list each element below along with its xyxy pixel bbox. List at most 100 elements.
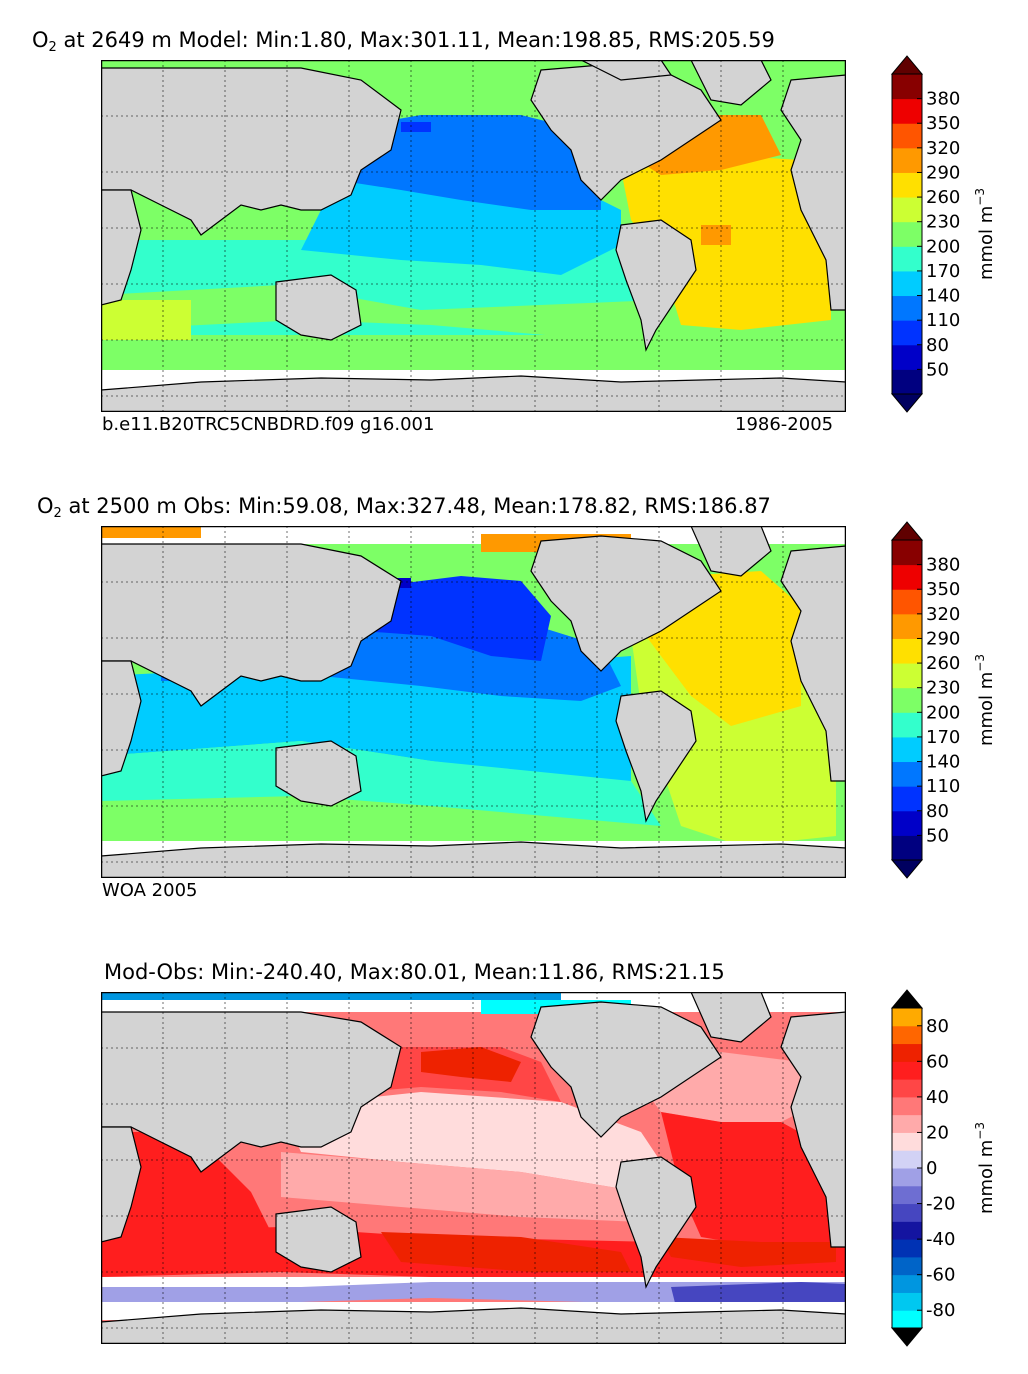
colorbar-tick-label: 140	[926, 752, 960, 773]
central-pacific-pale	[281, 1092, 661, 1192]
panel-2-title: O2 at 2500 m Obs: Min:59.08, Max:327.48,…	[37, 494, 771, 521]
colorbar-tick-label: 380	[926, 555, 960, 576]
colorbar-tick-label: 290	[926, 162, 960, 183]
colorbar-segment	[892, 638, 922, 664]
colorbar-segment	[892, 1096, 922, 1116]
colorbar-under-extension	[890, 859, 924, 879]
map-grid	[101, 526, 846, 878]
colorbar-tick-label: 110	[926, 776, 960, 797]
eurasia-land	[101, 67, 402, 236]
antarctica-land	[101, 375, 846, 412]
colorbar-segment	[892, 1292, 922, 1311]
colorbar-segment	[892, 1221, 922, 1240]
africa-east-land	[101, 189, 142, 306]
colorbar-over-extension	[890, 989, 924, 1009]
panel-3-title: Mod-Obs: Min:-240.40, Max:80.01, Mean:11…	[104, 960, 725, 984]
southern-orange-band	[381, 1232, 631, 1272]
land	[101, 992, 846, 1344]
title-subscript: 2	[53, 506, 62, 521]
colorbar-segment	[892, 564, 922, 590]
colorbar-segment	[892, 589, 922, 615]
australia-land	[275, 740, 362, 807]
colorbar-segment	[892, 344, 922, 370]
pacific-pink	[281, 1152, 641, 1222]
colorbar-segment	[892, 123, 922, 149]
colorbar-tick-label: 320	[926, 604, 960, 625]
south-america-land	[615, 219, 697, 352]
colorbar-over-extension	[890, 521, 924, 541]
map-frame	[101, 526, 846, 878]
colorbar-tick-label: 80	[926, 335, 949, 356]
colorbar-segment	[892, 270, 922, 297]
colorbar-tick-label: 50	[926, 825, 949, 846]
map-frame	[101, 60, 846, 412]
colorbar-segment	[892, 687, 922, 713]
map-grid	[101, 60, 846, 412]
arctic-band	[101, 60, 846, 68]
obs-o2-map	[101, 526, 846, 878]
colorbar-segment	[892, 1079, 922, 1098]
greenland-land	[690, 526, 772, 577]
colorbar-over-extension	[890, 55, 924, 75]
atlantic-orange-patch	[701, 225, 731, 245]
southern-ocean-band	[101, 330, 846, 375]
colorbar-frame	[891, 539, 923, 861]
colorbar-segment	[892, 221, 922, 247]
greenland-land	[690, 992, 772, 1043]
colorbar-segment	[892, 1168, 922, 1187]
model-o2-colorbar: 50 80 110 140 170 200 230 260 290 320 350 380 mmol m…	[890, 55, 997, 413]
south-atlantic-orange	[661, 1237, 836, 1267]
colorbar-tick-label: 200	[926, 236, 960, 257]
south-indian-band	[101, 300, 191, 340]
eurasia-land	[101, 1011, 402, 1173]
colorbar-segment	[892, 761, 922, 787]
title-text: at 2500 m Obs: Min:59.08, Max:327.48, Me…	[61, 494, 771, 518]
colorbar-segment	[892, 1008, 922, 1027]
title-species: O	[32, 28, 49, 52]
map-grid	[101, 992, 846, 1344]
colorbar-segment	[892, 98, 922, 124]
north-pacific-deep-blue	[401, 122, 431, 132]
title-text: Mod-Obs: Min:-240.40, Max:80.01, Mean:11…	[104, 960, 725, 984]
colorbar-under-extension	[890, 1327, 924, 1347]
colorbar-tick-label: 140	[926, 286, 960, 307]
colorbar-segment	[892, 613, 922, 639]
colorbar-under-extension	[890, 393, 924, 413]
colorbar-tick-label: 110	[926, 310, 960, 331]
colorbar-tick-label: 200	[926, 702, 960, 723]
north-america-land	[530, 535, 722, 672]
colorbar-tick-label: 60	[926, 1051, 949, 1072]
colorbar-segment	[892, 172, 922, 198]
antarctica-land	[101, 841, 846, 878]
map-frame	[101, 992, 846, 1344]
arctic-white	[101, 526, 846, 544]
europe-africa-land	[780, 74, 846, 311]
south-pacific-band	[101, 285, 661, 345]
atlantic-red	[661, 1112, 836, 1247]
panel-2-footer-left: WOA 2005	[102, 880, 198, 901]
antarctica-land	[101, 1307, 846, 1344]
eurasia-land	[101, 543, 402, 707]
colorbar-tick-label: -60	[926, 1265, 955, 1286]
europe-africa-land	[780, 545, 846, 782]
south-america-land	[615, 1156, 697, 1289]
colorbar-tick-label: 20	[926, 1122, 949, 1143]
colorbar-tick-label: -40	[926, 1229, 955, 1250]
colorbar-segment	[892, 1150, 922, 1169]
land	[101, 526, 846, 878]
greenland-land	[690, 60, 772, 106]
colorbar-tick-label: 260	[926, 187, 960, 208]
colorbar-segment	[892, 1203, 922, 1222]
colorbar-segment	[892, 147, 922, 173]
arctic-islands-land	[580, 60, 673, 81]
colorbar-segment	[892, 320, 922, 346]
colorbar-tick-label: 170	[926, 261, 960, 282]
colorbar-segment	[892, 1185, 922, 1205]
colorbar-segment	[892, 1061, 922, 1080]
colorbar-segment	[892, 1274, 922, 1293]
colorbar-tick-label: -80	[926, 1300, 955, 1321]
indian-ocean-red	[101, 1132, 271, 1252]
colorbar-segment	[892, 712, 922, 738]
colorbar-segment	[892, 1310, 922, 1329]
colorbar-segment	[892, 663, 922, 689]
